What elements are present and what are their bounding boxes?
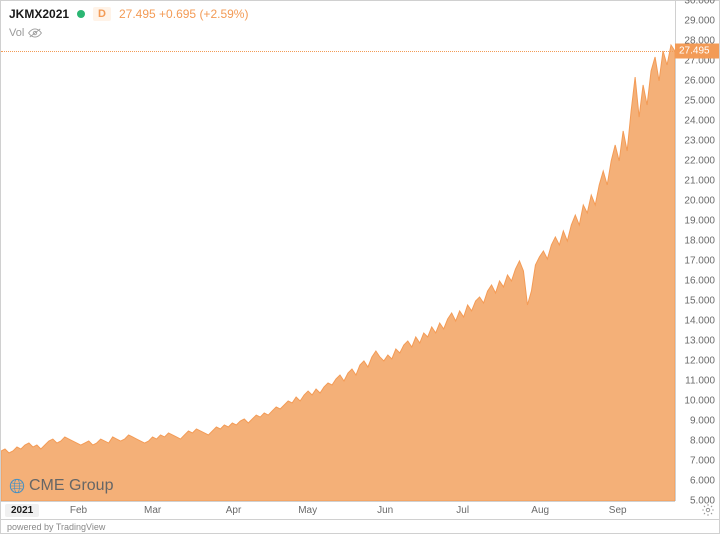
y-tick: 16.000 [684, 276, 715, 287]
y-axis[interactable]: 30.00029.00028.00027.00026.00025.00024.0… [675, 1, 719, 501]
x-tick: Feb [70, 505, 87, 516]
y-tick: 26.000 [684, 76, 715, 87]
y-tick: 15.000 [684, 296, 715, 307]
price-change: +0.695 [159, 7, 196, 21]
brand-logo[interactable]: CME Group [9, 477, 113, 495]
symbol-label[interactable]: JKMX2021 [9, 7, 69, 21]
market-status-dot [77, 10, 85, 18]
y-tick: 18.000 [684, 236, 715, 247]
y-tick: 13.000 [684, 336, 715, 347]
y-tick: 17.000 [684, 256, 715, 267]
y-tick: 30.000 [684, 0, 715, 7]
globe-icon [9, 478, 25, 494]
x-tick: Jun [377, 505, 393, 516]
y-tick: 25.000 [684, 96, 715, 107]
chart-plot-area[interactable] [1, 1, 675, 501]
x-tick: Mar [144, 505, 161, 516]
last-price: 27.495 [119, 7, 156, 21]
price-line [1, 51, 675, 52]
y-tick: 8.000 [690, 436, 715, 447]
chart-header: JKMX2021 D 27.495 +0.695 (+2.59%) [9, 7, 248, 21]
gear-icon[interactable] [701, 503, 715, 517]
brand-name: CME Group [29, 477, 113, 495]
area-chart-svg [1, 1, 675, 501]
y-tick: 20.000 [684, 196, 715, 207]
price-pct: (+2.59%) [199, 7, 248, 21]
y-tick: 14.000 [684, 316, 715, 327]
interval-badge[interactable]: D [93, 7, 111, 21]
vol-label: Vol [9, 27, 24, 39]
chart-container: JKMX2021 D 27.495 +0.695 (+2.59%) Vol 30… [0, 0, 720, 534]
price-info: 27.495 +0.695 (+2.59%) [119, 7, 248, 21]
x-tick: Jul [456, 505, 469, 516]
y-tick: 22.000 [684, 156, 715, 167]
y-tick: 10.000 [684, 396, 715, 407]
x-tick: May [298, 505, 317, 516]
powered-by[interactable]: powered by TradingView [7, 522, 105, 532]
volume-row: Vol [9, 27, 42, 39]
x-tick: Sep [609, 505, 627, 516]
y-tick: 29.000 [684, 16, 715, 27]
y-tick: 11.000 [685, 376, 715, 387]
x-tick: 2021 [5, 504, 39, 517]
x-tick: Apr [226, 505, 242, 516]
y-tick: 7.000 [690, 456, 715, 467]
y-tick: 12.000 [684, 356, 715, 367]
footer: powered by TradingView [1, 519, 719, 533]
y-tick: 6.000 [690, 476, 715, 487]
y-tick: 23.000 [684, 136, 715, 147]
y-tick: 21.000 [684, 176, 715, 187]
price-flag: 27.495 [675, 44, 719, 59]
eye-off-icon[interactable] [28, 28, 42, 38]
y-tick: 9.000 [690, 416, 715, 427]
y-tick: 19.000 [684, 216, 715, 227]
x-axis[interactable]: 2021 Feb Mar Apr May Jun Jul Aug Sep [1, 501, 675, 519]
y-tick: 24.000 [684, 116, 715, 127]
x-tick: Aug [531, 505, 549, 516]
